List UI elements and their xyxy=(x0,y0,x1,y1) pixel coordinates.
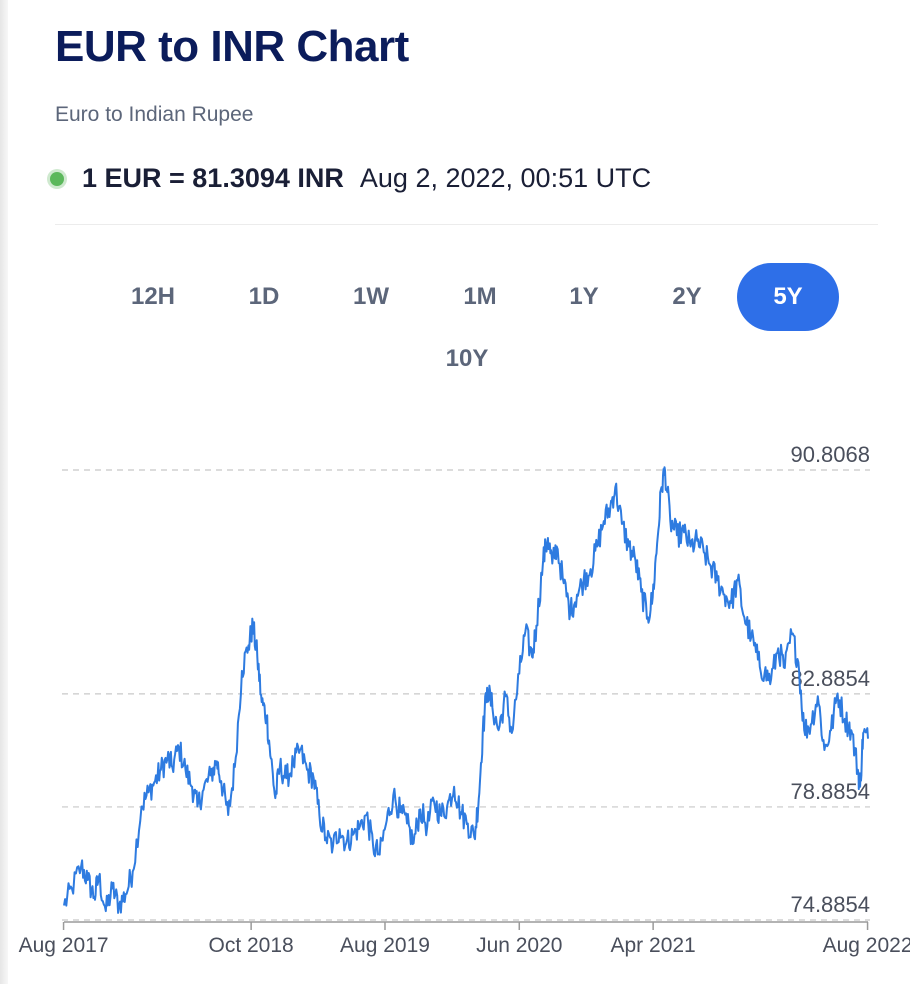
y-tick-label: 82.8854 xyxy=(790,666,870,691)
range-2y-button[interactable]: 2Y xyxy=(672,283,702,310)
x-tick-label: Oct 2018 xyxy=(209,934,294,957)
range-12h-button[interactable]: 12H xyxy=(130,283,176,310)
range-1w-button[interactable]: 1W xyxy=(353,283,389,310)
range-5y-button[interactable]: 5Y xyxy=(737,263,839,331)
window-edge xyxy=(0,0,8,984)
range-1m-button[interactable]: 1M xyxy=(463,283,497,310)
x-tick-label: Aug 2022 xyxy=(823,934,910,957)
range-1d-button[interactable]: 1D xyxy=(248,283,280,310)
x-tick-label: Aug 2017 xyxy=(19,934,109,957)
range-1y-button[interactable]: 1Y xyxy=(569,283,599,310)
divider xyxy=(55,224,878,225)
y-tick-label: 90.8068 xyxy=(790,442,870,467)
range-10y-button[interactable]: 10Y xyxy=(445,345,489,372)
y-tick-label: 74.8854 xyxy=(790,892,870,917)
x-tick-label: Apr 2021 xyxy=(611,934,696,957)
x-tick-label: Aug 2019 xyxy=(340,934,430,957)
y-tick-label: 78.8854 xyxy=(790,779,870,804)
current-rate: 1 EUR = 81.3094 INR Aug 2, 2022, 00:51 U… xyxy=(50,163,651,194)
x-tick-label: Jun 2020 xyxy=(476,934,562,957)
series-line xyxy=(63,466,869,914)
rate-timestamp: Aug 2, 2022, 00:51 UTC xyxy=(359,163,652,193)
live-indicator-icon xyxy=(50,171,64,186)
rate-value: 1 EUR = 81.3094 INR xyxy=(82,163,344,193)
page-subtitle: Euro to Indian Rupee xyxy=(55,103,254,126)
page-title: EUR to INR Chart xyxy=(55,22,409,71)
